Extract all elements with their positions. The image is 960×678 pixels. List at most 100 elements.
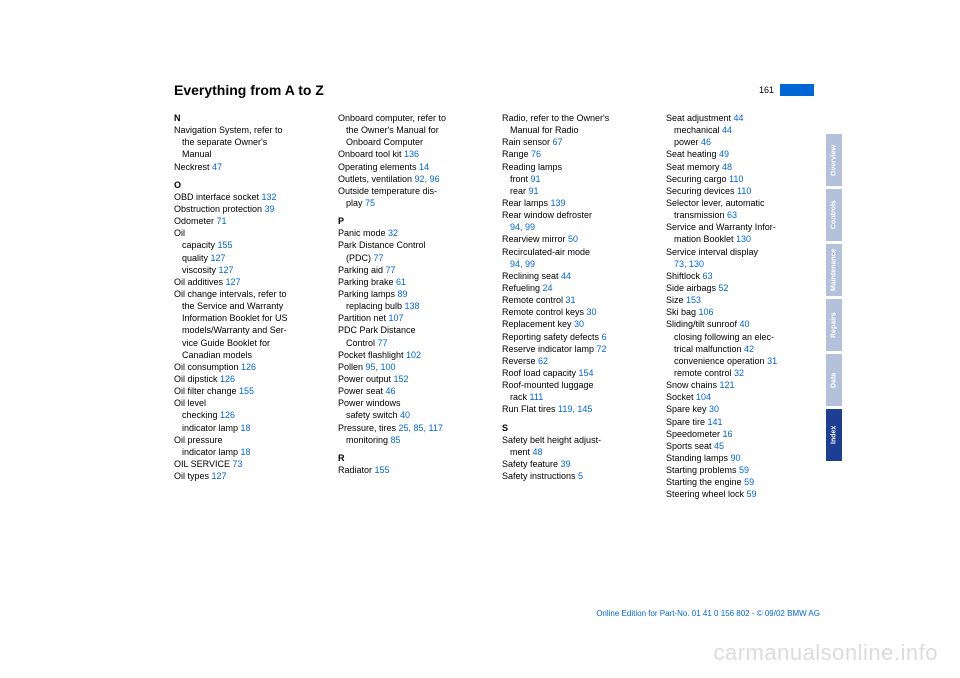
page-ref[interactable]: 102 [406,350,421,360]
page-ref[interactable]: 77 [374,253,384,263]
page-ref[interactable]: 44 [734,113,744,123]
page-ref[interactable]: 121 [720,380,735,390]
page-ref[interactable]: 104 [696,392,711,402]
page-ref[interactable]: 89 [398,289,408,299]
section-letter: P [338,215,484,227]
page-ref[interactable]: 76 [531,149,541,159]
page-ref[interactable]: 73, 130 [674,259,704,269]
page-ref[interactable]: 111 [530,392,544,402]
page-ref[interactable]: 49 [719,149,729,159]
page-ref[interactable]: 155 [239,386,254,396]
page-ref[interactable]: 46 [386,386,396,396]
page-ref[interactable]: 18 [241,423,251,433]
page-ref[interactable]: 77 [386,265,396,275]
page-ref[interactable]: 67 [553,137,563,147]
page-ref[interactable]: 61 [396,277,406,287]
side-tab-overview[interactable]: Overview [826,134,842,186]
page-ref[interactable]: 47 [212,162,222,172]
page-ref[interactable]: 127 [219,265,234,275]
page-ref[interactable]: 126 [241,362,256,372]
page-ref[interactable]: 31 [767,356,777,366]
page-ref[interactable]: 5 [578,471,583,481]
page-ref[interactable]: 30 [709,404,719,414]
page-ref[interactable]: 106 [699,307,714,317]
page-ref[interactable]: 30 [587,307,597,317]
page-ref[interactable]: 32 [388,228,398,238]
page-ref[interactable]: 40 [740,319,750,329]
page-ref[interactable]: 110 [737,186,751,196]
page-ref[interactable]: 126 [220,410,235,420]
page-ref[interactable]: 72 [597,344,607,354]
page-ref[interactable]: 85 [391,435,401,445]
page-ref[interactable]: 132 [262,192,277,202]
index-entry: viscosity 127 [174,264,320,276]
page-ref[interactable]: 46 [701,137,711,147]
page-ref[interactable]: 92, 96 [415,174,440,184]
page-ref[interactable]: 31 [566,295,576,305]
side-tab-controls[interactable]: Controls [826,189,842,241]
index-entry: Oil consumption 126 [174,361,320,373]
page-ref[interactable]: 63 [703,271,713,281]
index-entry: Refueling 24 [502,282,648,294]
page-ref[interactable]: 32 [734,368,744,378]
page-ref[interactable]: 42 [744,344,754,354]
page-ref[interactable]: 30 [574,319,584,329]
side-tab-maintenance[interactable]: Maintenance [826,244,842,296]
page-ref[interactable]: 71 [217,216,227,226]
index-entry: replacing bulb 138 [338,300,484,312]
page-ref[interactable]: 155 [375,465,390,475]
page-ref[interactable]: 44 [722,125,732,135]
page-ref[interactable]: 45 [714,441,724,451]
page-ref[interactable]: 127 [226,277,241,287]
page-ref[interactable]: 138 [405,301,420,311]
page-ref[interactable]: 91 [531,174,541,184]
side-tab-repairs[interactable]: Repairs [826,299,842,351]
page-ref[interactable]: 62 [538,356,548,366]
page-ref[interactable]: 63 [727,210,737,220]
index-entry: Safety feature 39 [502,458,648,470]
page-ref[interactable]: 110 [729,174,743,184]
page-ref[interactable]: 152 [394,374,409,384]
page-ref[interactable]: 153 [686,295,701,305]
page-ref[interactable]: 50 [568,234,578,244]
page-ref[interactable]: 16 [723,429,733,439]
page-ref[interactable]: 155 [218,240,233,250]
page-ref[interactable]: 141 [708,417,723,427]
page-ref[interactable]: 75 [365,198,375,208]
page-ref[interactable]: 24 [543,283,553,293]
page-ref[interactable]: 126 [220,374,235,384]
page-ref[interactable]: 59 [744,477,754,487]
page-ref[interactable]: 25, 85, 117 [399,423,443,433]
page-ref[interactable]: 59 [739,465,749,475]
page-ref[interactable]: 39 [265,204,275,214]
page-ref[interactable]: 127 [212,471,227,481]
index-entry: 94, 99 [502,221,648,233]
page-ref[interactable]: 59 [747,489,757,499]
page-ref[interactable]: 73 [233,459,243,469]
page-ref[interactable]: 130 [736,234,751,244]
page-ref[interactable]: 107 [389,313,404,323]
page-ref[interactable]: 18 [241,447,251,457]
page-ref[interactable]: 40 [400,410,410,420]
page-ref[interactable]: 48 [533,447,543,457]
page-ref[interactable]: 91 [529,186,539,196]
page-ref[interactable]: 136 [404,149,419,159]
side-tab-index[interactable]: Index [826,409,842,461]
page-ref[interactable]: 127 [211,253,226,263]
side-tab-data[interactable]: Data [826,354,842,406]
page-ref[interactable]: 94, 99 [510,222,535,232]
page-ref[interactable]: 77 [378,338,388,348]
index-entry: Service and Warranty Infor- [666,221,812,233]
page-ref[interactable]: 52 [719,283,729,293]
page-ref[interactable]: 119, 145 [558,404,592,414]
page-ref[interactable]: 14 [419,162,429,172]
page-ref[interactable]: 94, 99 [510,259,535,269]
page-ref[interactable]: 90 [731,453,741,463]
page-ref[interactable]: 6 [602,332,607,342]
page-ref[interactable]: 95, 100 [366,362,396,372]
page-ref[interactable]: 48 [722,162,732,172]
page-ref[interactable]: 39 [561,459,571,469]
page-ref[interactable]: 139 [551,198,566,208]
page-ref[interactable]: 44 [561,271,571,281]
page-ref[interactable]: 154 [579,368,594,378]
